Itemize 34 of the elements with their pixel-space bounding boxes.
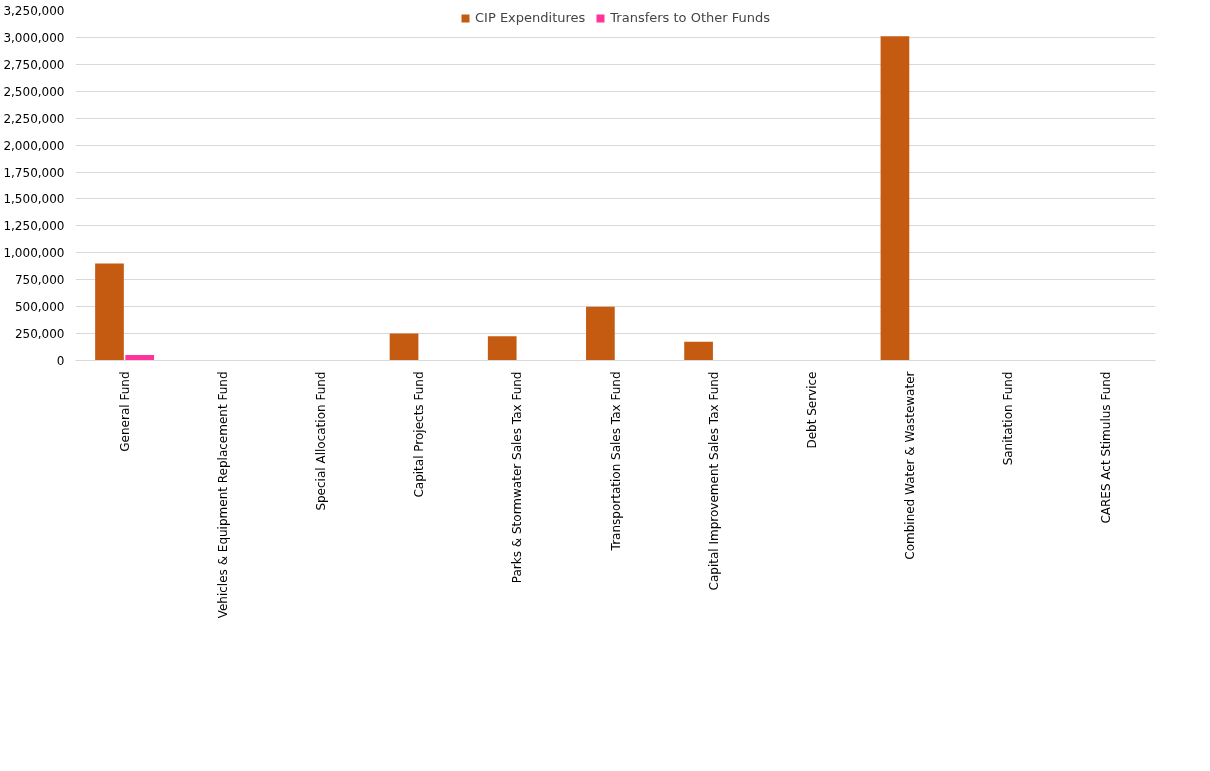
x-tick-label: Combined Water & Wastewater: [903, 371, 918, 560]
x-tick-label: Sanitation Fund: [1001, 371, 1016, 466]
bar: [125, 355, 155, 361]
bar: [389, 333, 419, 361]
x-tick-label: Capital Projects Fund: [412, 371, 427, 498]
y-tick-label: 3,250,000: [3, 4, 65, 18]
y-tick-label: 750,000: [14, 273, 65, 288]
y-tick-label: 500,000: [14, 300, 65, 315]
bar: [880, 36, 910, 361]
x-tick-label: Debt Service: [804, 371, 819, 449]
x-tick-label: General Fund: [117, 371, 132, 452]
y-tick-label: 2,000,000: [3, 138, 65, 153]
x-tick-label: Special Allocation Fund: [313, 371, 328, 511]
bar: [487, 336, 517, 361]
y-tick-label: 1,250,000: [3, 219, 65, 234]
y-tick-label: 250,000: [14, 327, 65, 342]
y-tick-label: 0: [56, 354, 65, 368]
bar: [684, 341, 713, 361]
bar: [586, 306, 615, 361]
x-tick-label: Vehicles & Equipment Replacement Fund: [215, 371, 230, 619]
x-tick-label: CARES Act Stimulus Fund: [1099, 371, 1114, 524]
bar: [95, 263, 124, 361]
x-tick-label: Transportation Sales Tax Fund: [608, 371, 623, 552]
legend-label: Transfers to Other Funds: [610, 10, 770, 25]
x-tick-label: Parks & Stormwater Sales Tax Fund: [510, 371, 525, 584]
y-tick-label: 2,500,000: [3, 84, 65, 99]
y-tick-label: 1,000,000: [3, 246, 65, 261]
legend-label: CIP Expenditures: [475, 10, 586, 25]
y-tick-label: 1,750,000: [3, 165, 65, 180]
y-tick-label: 2,250,000: [3, 111, 65, 126]
y-tick-label: 1,500,000: [3, 192, 65, 207]
x-tick-label: Capital Improvement Sales Tax Fund: [706, 371, 721, 591]
y-tick-label: 2,750,000: [3, 57, 65, 72]
y-tick-label: 3,000,000: [3, 30, 65, 45]
